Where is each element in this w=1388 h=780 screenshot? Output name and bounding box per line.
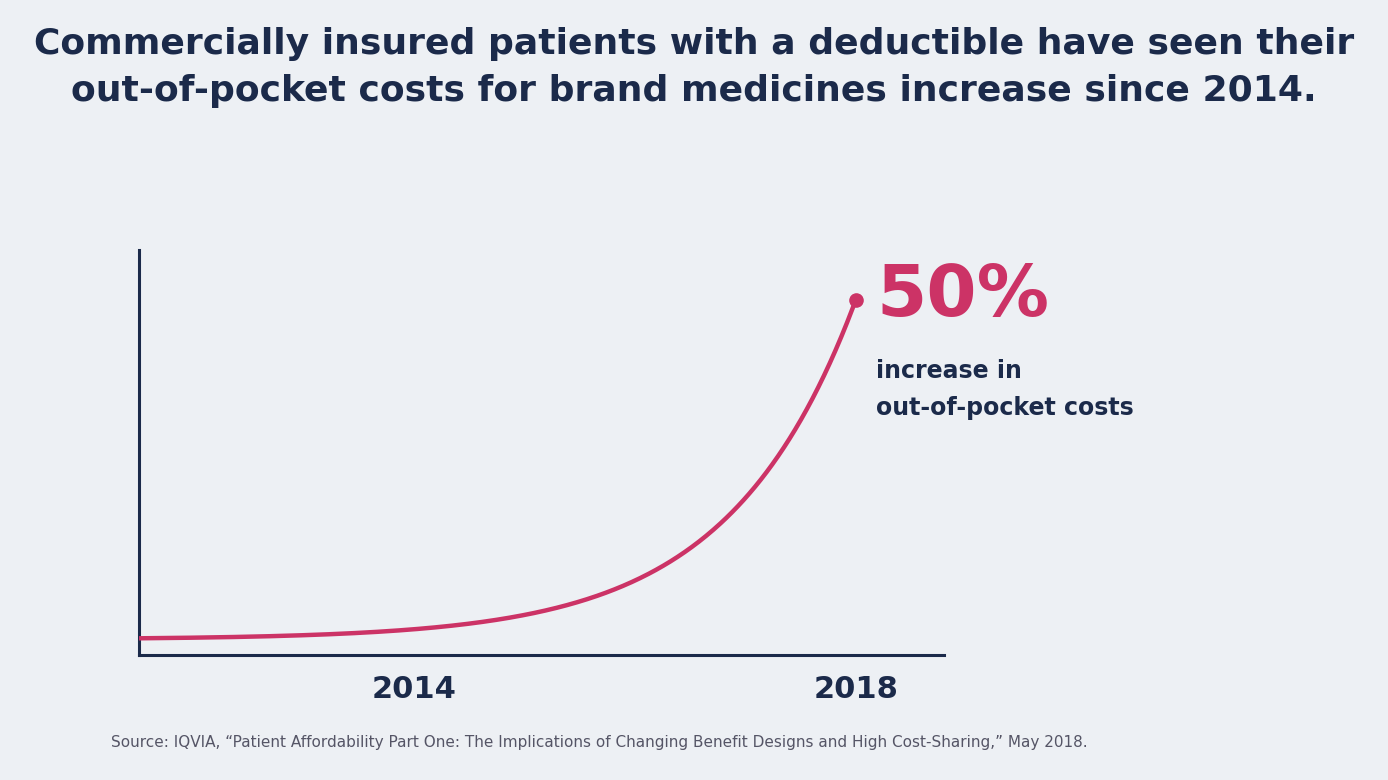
Text: increase in
out-of-pocket costs: increase in out-of-pocket costs	[876, 359, 1134, 420]
Text: 50%: 50%	[876, 262, 1049, 331]
Text: out-of-pocket costs for brand medicines increase since 2014.: out-of-pocket costs for brand medicines …	[71, 74, 1317, 108]
Text: Commercially insured patients with a deductible have seen their: Commercially insured patients with a ded…	[33, 27, 1355, 62]
Point	[844, 294, 866, 307]
Text: Source: IQVIA, “Patient Affordability Part One: The Implications of Changing Ben: Source: IQVIA, “Patient Affordability Pa…	[111, 736, 1088, 750]
